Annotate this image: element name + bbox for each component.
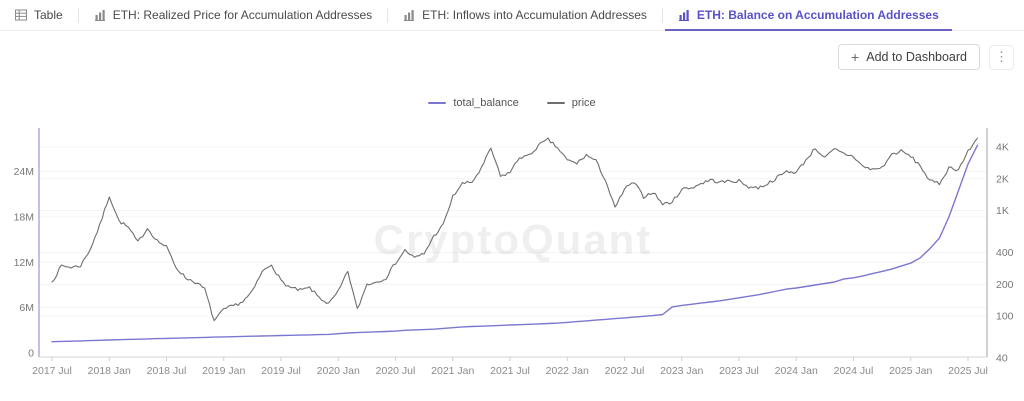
price-line-swatch [546, 102, 565, 104]
x-axis-tick-label: 2023 Jul [719, 365, 759, 377]
table-icon [15, 9, 27, 21]
left-axis-tick-label: 12M [14, 257, 34, 269]
balance-price-chart[interactable]: CryptoQuant 0 6M 12M 18M 24M 40 100 200 400 1K 2K 4K… [0, 115, 1024, 401]
right-axis-tick-label: 4K [996, 142, 1009, 154]
kebab-menu-icon: ⋮ [995, 49, 1008, 64]
tab-divider [77, 7, 79, 23]
left-axis-tick-label: 6M [19, 302, 34, 314]
total-balance-line-swatch [428, 102, 447, 104]
x-axis-tick-label: 2019 Jan [202, 365, 245, 377]
legend-item-total-balance[interactable]: total_balance [428, 97, 519, 109]
series-price-line [51, 137, 979, 322]
x-axis-tick-label: 2018 Jul [147, 365, 187, 377]
right-axis-tick-label: 400 [996, 247, 1014, 259]
tab-table[interactable]: Table [0, 0, 78, 30]
plus-icon: + [851, 49, 860, 65]
left-axis-tick-label: 24M [14, 166, 34, 178]
x-axis-tick-label: 2021 Jan [431, 365, 474, 377]
left-axis-tick-label: 18M [14, 211, 34, 223]
more-options-button[interactable]: ⋮ [989, 44, 1014, 70]
x-axis-tick-label: 2024 Jul [834, 365, 874, 377]
x-axis-tick-label: 2020 Jan [317, 365, 360, 377]
tab-bar: Table ETH: Realized Price for Accumulati… [0, 0, 1024, 31]
x-axis-tick-label: 2019 Jul [261, 365, 301, 377]
tab-realized-price[interactable]: ETH: Realized Price for Accumulation Add… [79, 0, 387, 30]
bar-chart-icon [678, 9, 690, 21]
x-axis-tick-label: 2017 Jul [32, 365, 72, 377]
right-axis-tick-label: 2K [996, 173, 1009, 185]
legend-label: price [571, 97, 596, 109]
bar-chart-icon [94, 9, 106, 21]
chart-legend: total_balance price [0, 97, 1024, 109]
right-axis-tick-label: 40 [996, 353, 1008, 365]
tab-divider [661, 7, 663, 23]
legend-label: total_balance [453, 97, 519, 109]
x-axis-tick-label: 2022 Jan [546, 365, 589, 377]
bar-chart-icon [403, 9, 415, 21]
toolbar: + Add to Dashboard ⋮ [838, 44, 1014, 70]
x-axis-tick-label: 2025 Jan [889, 365, 932, 377]
x-axis-tick-label: 2018 Jan [88, 365, 131, 377]
tab-divider [387, 7, 389, 23]
add-to-dashboard-button[interactable]: + Add to Dashboard [838, 44, 980, 70]
legend-item-price[interactable]: price [546, 97, 596, 109]
tab-label: ETH: Inflows into Accumulation Addresses [422, 8, 647, 22]
x-axis-tick-label: 2022 Jul [605, 365, 645, 377]
chart-canvas: CryptoQuant 0 6M 12M 18M 24M 40 100 200 400 1K 2K 4K… [14, 128, 1014, 377]
x-axis-tick-label: 2024 Jan [775, 365, 818, 377]
tab-label: ETH: Balance on Accumulation Addresses [696, 8, 939, 22]
add-to-dashboard-label: Add to Dashboard [866, 50, 967, 64]
tab-label: ETH: Realized Price for Accumulation Add… [112, 8, 373, 22]
right-axis-tick-label: 1K [996, 205, 1009, 217]
left-axis-tick-label: 0 [28, 348, 34, 360]
series-total_balance-line [51, 144, 979, 343]
tab-label: Table [34, 8, 63, 22]
x-axis-tick-label: 2020 Jul [376, 365, 416, 377]
right-axis-tick-label: 200 [996, 279, 1014, 291]
x-axis-tick-label: 2025 Jul [948, 365, 988, 377]
cryptoquant-watermark: CryptoQuant [374, 216, 653, 263]
right-axis-tick-label: 100 [996, 311, 1014, 323]
x-axis-tick-label: 2021 Jul [490, 365, 530, 377]
tab-balance-active[interactable]: ETH: Balance on Accumulation Addresses [663, 0, 954, 31]
x-axis-tick-label: 2023 Jan [660, 365, 703, 377]
tab-inflows[interactable]: ETH: Inflows into Accumulation Addresses [388, 0, 662, 30]
